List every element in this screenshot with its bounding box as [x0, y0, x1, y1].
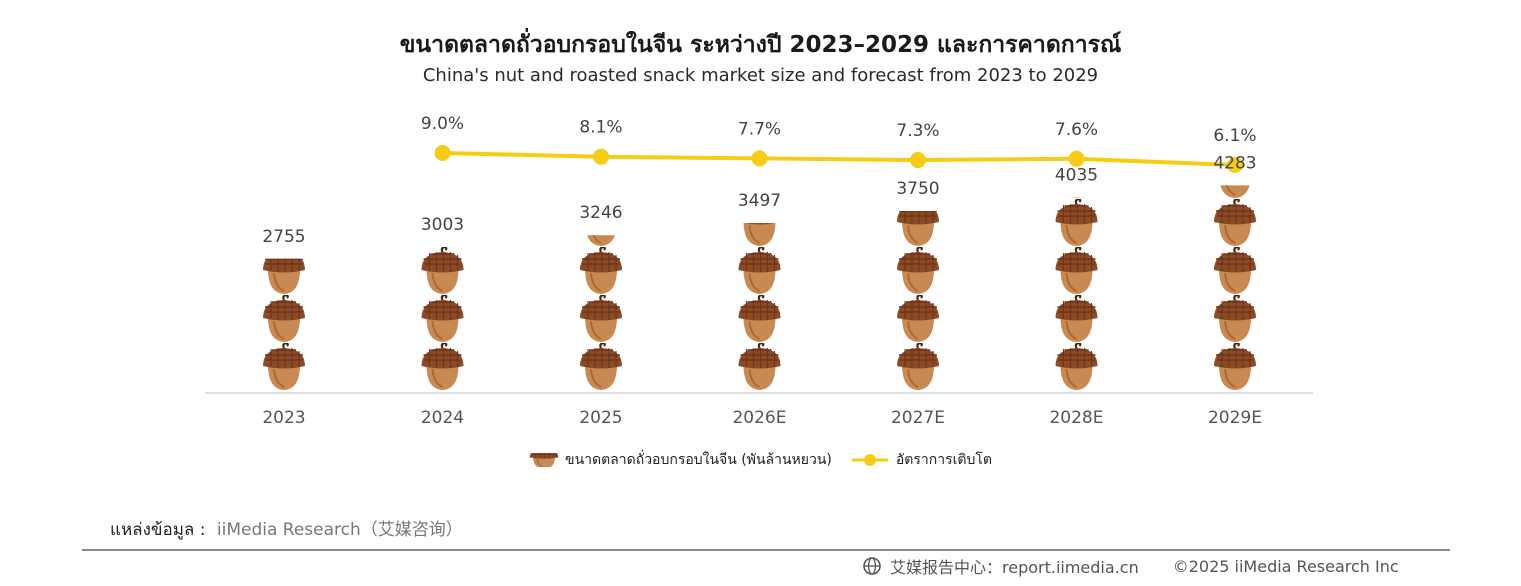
chart-subtitle: China's nut and roasted snack market siz…	[422, 65, 1099, 86]
acorn-icon	[896, 211, 940, 247]
bar-value-label: 3497	[738, 191, 781, 211]
growth-label: 7.6%	[1055, 120, 1098, 140]
acorn-icon	[896, 295, 940, 343]
acorn-icon	[420, 343, 465, 391]
acorn-icon	[1054, 343, 1099, 391]
acorn-icon	[896, 343, 940, 391]
growth-label: 6.1%	[1213, 126, 1256, 146]
bar-2028E	[1054, 197, 1099, 391]
bar-value-label: 4283	[1213, 153, 1256, 173]
footer: 艾媒报告中心：report.iimedia.cn ©2025 iiMedia R…	[862, 554, 1399, 578]
bar-value-label: 4035	[1055, 165, 1098, 185]
bar-2029E	[1213, 185, 1257, 391]
acorn-icon	[579, 343, 623, 391]
bar-2027E	[896, 211, 940, 391]
legend: ขนาดตลาดถั่วอบกรอบในจีน (พันล้านหยวน) อั…	[0, 449, 1521, 471]
acorn-icon	[579, 247, 623, 295]
acorn-icon	[1054, 247, 1099, 295]
acorn-icon	[1213, 295, 1257, 343]
growth-label: 7.3%	[896, 121, 939, 141]
source-value: iiMedia Research（艾媒咨询）	[216, 520, 463, 540]
growth-label: 7.7%	[738, 119, 781, 139]
acorn-icon	[579, 295, 623, 343]
acorn-icon	[262, 343, 306, 391]
bar-2023	[262, 258, 306, 391]
growth-point	[910, 152, 926, 169]
globe-icon	[863, 557, 881, 575]
bar-2026E	[737, 223, 782, 391]
chart-title: ขนาดตลาดถั่วอบกรอบในจีน ระหว่างปี 2023–2…	[399, 32, 1122, 58]
acorn-icon	[896, 247, 940, 295]
x-tick-label: 2024	[421, 408, 464, 428]
x-tick-label: 2025	[579, 408, 622, 428]
growth-label: 9.0%	[421, 114, 464, 134]
legend-item-market: ขนาดตลาดถั่วอบกรอบในจีน (พันล้านหยวน)	[529, 449, 832, 471]
growth-point	[751, 150, 768, 167]
x-tick-label: 2028E	[1049, 408, 1103, 428]
bar-2025	[579, 235, 623, 391]
legend-market-label: ขนาดตลาดถั่วอบกรอบในจีน (พันล้านหยวน)	[565, 452, 832, 468]
acorn-icon	[262, 295, 306, 343]
source-label: แหล่งข้อมูล :	[110, 520, 206, 540]
acorn-icon	[737, 343, 782, 391]
bar-value-label: 3003	[421, 215, 464, 235]
growth-point	[1227, 157, 1243, 173]
acorn-icon	[1213, 247, 1257, 295]
growth-point	[434, 145, 451, 161]
acorn-icon	[737, 247, 782, 295]
x-tick-label: 2027E	[891, 408, 945, 428]
growth-point	[593, 148, 609, 165]
chart-area: 2755 2023 3003 2024 3246 2025 3497 2026E 3750 202…	[205, 114, 1313, 428]
acorn-icon	[262, 258, 306, 295]
bar-value-label: 3750	[896, 179, 939, 199]
legend-growth-label: อัตราการเติบโต	[895, 452, 992, 468]
bar-value-label: 2755	[262, 227, 305, 247]
acorn-icon	[1054, 199, 1099, 247]
x-tick-label: 2029E	[1208, 408, 1262, 428]
acorn-icon	[1213, 199, 1257, 247]
legend-item-growth: อัตราการเติบโต	[850, 449, 992, 471]
acorn-icon	[529, 453, 559, 467]
acorn-icon	[1054, 295, 1099, 343]
growth-label: 8.1%	[579, 118, 622, 138]
footer-report-center: 艾媒报告中心：report.iimedia.cn	[890, 558, 1139, 577]
acorn-icon	[1213, 343, 1257, 391]
acorn-icon	[420, 295, 465, 343]
growth-point	[1068, 150, 1085, 167]
acorn-icon	[737, 295, 782, 343]
source-note: แหล่งข้อมูล : iiMedia Research（艾媒咨询）	[110, 515, 463, 543]
line-marker-icon	[851, 454, 888, 466]
acorn-icon	[420, 247, 465, 295]
growth-line	[442, 151, 1236, 167]
footer-copyright: ©2025 iiMedia Research Inc	[1172, 556, 1399, 576]
x-tick-label: 2026E	[732, 408, 786, 428]
footer-divider	[82, 549, 1450, 551]
x-tick-label: 2023	[262, 408, 305, 428]
bar-value-label: 3246	[579, 203, 622, 223]
